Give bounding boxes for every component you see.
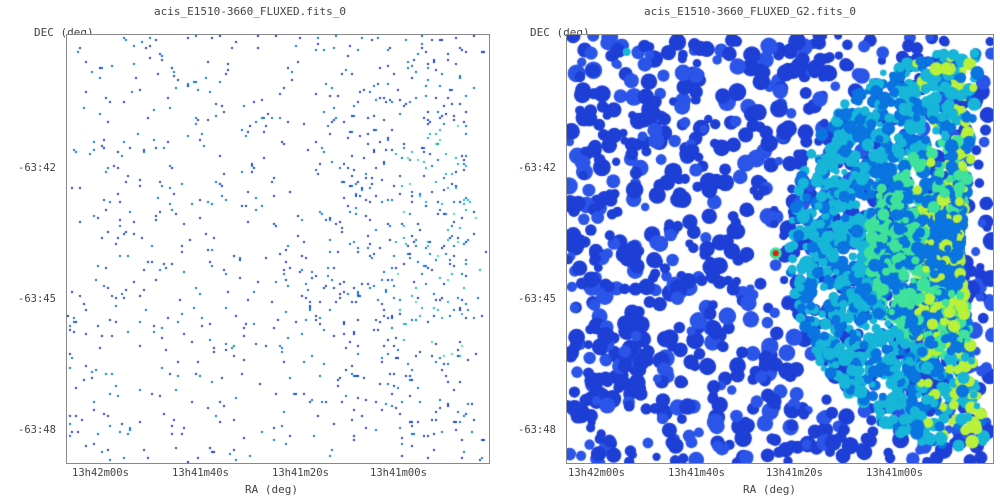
- image-plot-area[interactable]: [566, 34, 994, 464]
- y-tick-label: -63:42: [518, 162, 556, 174]
- y-tick-label: -63:45: [518, 293, 556, 305]
- panel-title: acis_E1510-3660_FLUXED_G2.fits_0: [644, 5, 856, 18]
- x-tick-label: 13h41m20s: [272, 467, 329, 479]
- left-image-panel: acis_E1510-3660_FLUXED.fits_0 DEC (deg) …: [18, 5, 490, 496]
- x-tick-label: 13h42m00s: [72, 467, 129, 479]
- x-tick-label: 13h42m00s: [568, 467, 625, 479]
- x-axis-label: RA (deg): [743, 483, 796, 496]
- y-tick-label: -63:48: [18, 424, 56, 436]
- y-tick-label: -63:48: [518, 424, 556, 436]
- x-tick-label: 13h41m00s: [866, 467, 923, 479]
- panel-title: acis_E1510-3660_FLUXED.fits_0: [153, 5, 347, 18]
- x-tick-label: 13h41m40s: [668, 467, 725, 479]
- x-axis-label: RA (deg): [245, 483, 298, 496]
- y-tick-label: -63:45: [18, 293, 56, 305]
- fits-image-smoothed: [567, 35, 993, 463]
- image-plot-area[interactable]: [66, 34, 490, 464]
- right-image-panel: acis_E1510-3660_FLUXED_G2.fits_0 DEC (de…: [500, 0, 1000, 504]
- x-tick-label: 13h41m40s: [172, 467, 229, 479]
- fits-image-sparse: [67, 35, 489, 463]
- x-tick-label: 13h41m20s: [766, 467, 823, 479]
- y-tick-label: -63:42: [18, 162, 56, 174]
- x-tick-label: 13h41m00s: [370, 467, 427, 479]
